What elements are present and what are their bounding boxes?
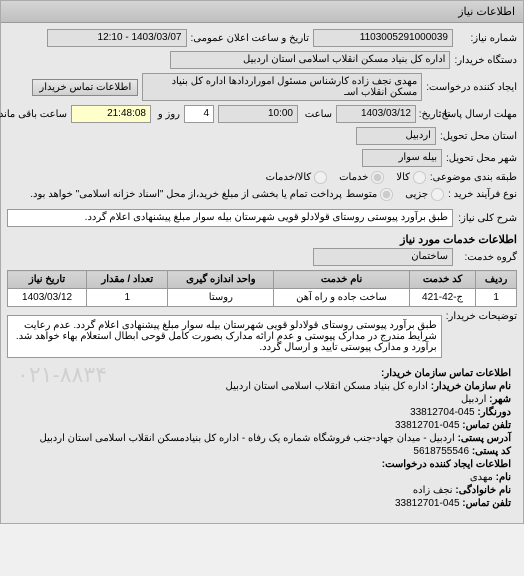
main-panel: اطلاعات نیاز شماره نیاز: 110300529100003…	[0, 0, 524, 524]
tel2-label: تلفن تماس:	[462, 498, 511, 509]
process-radios: جزیی متوسط	[346, 188, 444, 201]
city2-label: شهر:	[489, 394, 511, 405]
col-name: نام خدمت	[274, 271, 410, 289]
radio-khadamat-label: خدمات	[339, 172, 368, 183]
province-label: استان محل تحویل:	[440, 131, 517, 142]
tel-val: 045-33812701	[395, 420, 460, 431]
services-header: اطلاعات خدمات مورد نیاز	[7, 233, 517, 246]
contact-header: اطلاعات تماس سازمان خریدار:	[381, 368, 511, 379]
province-field: اردبیل	[356, 127, 436, 145]
services-table: ردیف کد خدمت نام خدمت واحد اندازه گیری ت…	[7, 270, 517, 307]
radio-kala-label: کالا	[396, 172, 410, 183]
date-label: تاریخ و ساعت اعلان عمومی:	[191, 33, 310, 44]
group-label: گروه خدمت:	[457, 252, 517, 263]
remain-days-label: روز و	[155, 109, 180, 120]
remain-time-field: 21:48:08	[71, 105, 151, 123]
city-field: بیله سوار	[362, 149, 442, 167]
col-date: تاریخ نیاز	[8, 271, 87, 289]
remain-days-field: 4	[184, 105, 214, 123]
org-label: نام سازمان خریدار:	[431, 381, 511, 392]
deadline-label: مهلت ارسال پاسخ:	[454, 109, 517, 120]
deadline-time-label: ساعت	[302, 109, 332, 120]
remain-label: ساعت باقی مانده	[7, 109, 67, 120]
fax-val: 045-33812704	[410, 407, 475, 418]
cell-row: 1	[476, 289, 517, 307]
deadline-till-label: تا تاریخ:	[420, 109, 450, 120]
cell-qty: 1	[87, 289, 168, 307]
category-label: طبقه بندی موضوعی:	[430, 172, 517, 183]
lname-val: نجف زاده	[413, 485, 453, 496]
cell-unit: روستا	[168, 289, 274, 307]
radio-khadamat-input[interactable]	[371, 171, 384, 184]
creator-field: مهدی نجف زاده کارشناس مسئول اموراردادها …	[142, 73, 422, 101]
desc-field: طبق برآورد پیوستی روستای قولادلو قویی شه…	[7, 315, 442, 358]
category-radios: کالا خدمات کالا/خدمات	[266, 171, 426, 184]
deadline-time-field: 10:00	[218, 105, 298, 123]
number-field: 1103005291000039	[313, 29, 453, 47]
cell-date: 1403/03/12	[8, 289, 87, 307]
radio-both[interactable]: کالا/خدمات	[266, 171, 328, 184]
city-label: شهر محل تحویل:	[446, 153, 517, 164]
radio-jozi-input[interactable]	[431, 188, 444, 201]
buyer-field: اداره کل بنیاد مسکن انقلاب اسلامی استان …	[170, 51, 450, 69]
lname-label: نام خانوادگی:	[455, 485, 511, 496]
col-row: ردیف	[476, 271, 517, 289]
panel-body: شماره نیاز: 1103005291000039 تاریخ و ساع…	[1, 23, 523, 523]
contact-button[interactable]: اطلاعات تماس خریدار	[32, 79, 138, 96]
radio-both-label: کالا/خدمات	[266, 172, 312, 183]
name-val: مهدی	[470, 472, 493, 483]
creator-label: ایجاد کننده درخواست:	[426, 82, 517, 93]
addr-label: آدرس پستی:	[458, 433, 511, 444]
sharh-label: شرح کلی نیاز:	[457, 213, 517, 224]
radio-kala[interactable]: کالا	[396, 171, 426, 184]
table-row: 1 ج-42-421 ساخت جاده و راه آهن روستا 1 1…	[8, 289, 517, 307]
radio-both-input[interactable]	[314, 171, 327, 184]
name-label: نام:	[496, 472, 511, 483]
addr-val: اردبیل - میدان جهاد-جنب فروشگاه شماره یک…	[39, 433, 454, 444]
fax-label: دورنگار:	[477, 407, 511, 418]
deadline-date-field: 1403/03/12	[336, 105, 416, 123]
tel2-val: 045-33812701	[395, 498, 460, 509]
org-val: اداره کل بنیاد مسکن انقلاب اسلامی استان …	[226, 381, 428, 392]
tel-label: تلفن تماس:	[462, 420, 511, 431]
date-field: 1403/03/07 - 12:10	[47, 29, 187, 47]
desc-label: توضیحات خریدار:	[446, 311, 517, 322]
radio-motavaset-input[interactable]	[380, 188, 393, 201]
number-label: شماره نیاز:	[457, 33, 517, 44]
req-header: اطلاعات ایجاد کننده درخواست:	[382, 459, 511, 470]
buyer-label: دستگاه خریدار:	[454, 55, 517, 66]
radio-motavaset[interactable]: متوسط	[346, 188, 393, 201]
post-val: 5618755546	[413, 446, 469, 457]
col-unit: واحد اندازه گیری	[168, 271, 274, 289]
col-code: کد خدمت	[409, 271, 475, 289]
cell-code: ج-42-421	[409, 289, 475, 307]
process-note: پرداخت تمام یا بخشی از مبلغ خرید،از محل …	[30, 189, 342, 200]
city2-val: اردبیل	[461, 394, 486, 405]
post-label: کد پستی:	[472, 446, 511, 457]
process-label: نوع فرآیند خرید :	[448, 189, 517, 200]
radio-jozi-label: جزیی	[405, 189, 428, 200]
group-field: ساختمان	[313, 248, 453, 266]
sharh-field: طبق برآورد پیوستی روستای قولادلو قویی شه…	[7, 209, 453, 227]
table-header-row: ردیف کد خدمت نام خدمت واحد اندازه گیری ت…	[8, 271, 517, 289]
radio-jozi[interactable]: جزیی	[405, 188, 444, 201]
radio-khadamat[interactable]: خدمات	[339, 171, 384, 184]
col-qty: تعداد / مقدار	[87, 271, 168, 289]
radio-kala-input[interactable]	[413, 171, 426, 184]
radio-motavaset-label: متوسط	[346, 189, 377, 200]
panel-header: اطلاعات نیاز	[1, 1, 523, 23]
cell-name: ساخت جاده و راه آهن	[274, 289, 410, 307]
contact-section: اطلاعات تماس سازمان خریدار: نام سازمان خ…	[7, 362, 517, 517]
